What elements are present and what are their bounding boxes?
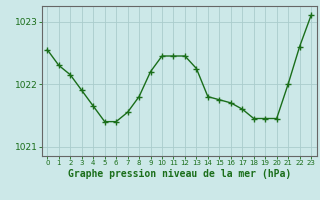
X-axis label: Graphe pression niveau de la mer (hPa): Graphe pression niveau de la mer (hPa) [68, 169, 291, 179]
